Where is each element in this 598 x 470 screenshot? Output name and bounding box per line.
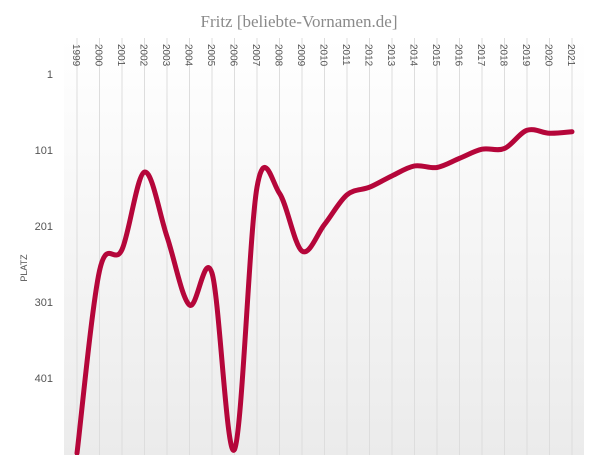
data-point[interactable] (232, 447, 237, 452)
chart-title: Fritz [beliebte-Vornamen.de] (200, 12, 397, 31)
data-point[interactable] (277, 191, 282, 196)
x-tick-label: 2017 (475, 44, 486, 67)
data-point[interactable] (502, 146, 507, 151)
x-tick-label: 1999 (70, 44, 81, 67)
x-tick-label: 2001 (115, 44, 126, 67)
data-point[interactable] (345, 192, 349, 197)
x-tick-label: 2005 (205, 44, 216, 67)
y-axis-label: PLATZ (19, 254, 29, 282)
data-point[interactable] (255, 185, 259, 190)
y-tick-label: 1 (47, 69, 53, 81)
x-tick-label: 2008 (273, 44, 284, 67)
data-point[interactable] (570, 129, 574, 134)
data-point[interactable] (322, 222, 327, 227)
data-point[interactable] (435, 165, 439, 170)
x-tick-label: 2014 (408, 44, 419, 67)
data-point[interactable] (97, 268, 102, 273)
y-axis-ticks: 1 101 201 301 401 (35, 69, 53, 385)
x-tick-label: 2018 (498, 44, 509, 67)
x-tick-label: 2003 (160, 44, 171, 67)
data-point[interactable] (367, 185, 372, 190)
data-point[interactable] (457, 156, 462, 161)
data-point[interactable] (525, 128, 529, 133)
x-tick-label: 2004 (183, 44, 194, 67)
data-point[interactable] (75, 451, 79, 455)
y-tick-label: 401 (35, 373, 53, 385)
x-tick-label: 2000 (93, 44, 104, 67)
data-point[interactable] (210, 271, 214, 276)
x-tick-label: 2016 (453, 44, 464, 67)
x-tick-label: 2007 (250, 44, 261, 67)
data-point[interactable] (300, 249, 304, 254)
series-line (74, 127, 575, 455)
x-tick-label: 2019 (520, 44, 531, 67)
data-point[interactable] (412, 163, 417, 168)
data-point[interactable] (547, 131, 552, 136)
x-axis-ticks: 1999 2000 2001 2002 2003 2004 2005 2006 2007 2008… (70, 44, 576, 67)
x-tick-label: 2012 (363, 44, 374, 67)
data-point[interactable] (142, 170, 147, 175)
x-tick-label: 2009 (295, 44, 306, 67)
x-tick-label: 2002 (138, 44, 149, 67)
data-point[interactable] (390, 173, 394, 178)
data-point[interactable] (480, 147, 484, 152)
data-point[interactable] (165, 234, 169, 239)
x-tick-label: 2006 (228, 44, 239, 67)
x-tick-label: 2020 (543, 44, 554, 67)
grid (76, 38, 573, 455)
data-point[interactable] (187, 303, 192, 308)
y-tick-label: 301 (35, 297, 53, 309)
x-tick-label: 2013 (385, 44, 396, 67)
data-point[interactable] (120, 247, 124, 252)
y-tick-label: 101 (35, 145, 53, 157)
x-tick-label: 2015 (430, 44, 441, 67)
series-layer (74, 127, 575, 455)
x-tick-label: 2011 (340, 44, 351, 66)
x-tick-label: 2021 (565, 44, 576, 67)
x-tick-label: 2010 (318, 44, 329, 67)
y-tick-label: 201 (35, 221, 53, 233)
